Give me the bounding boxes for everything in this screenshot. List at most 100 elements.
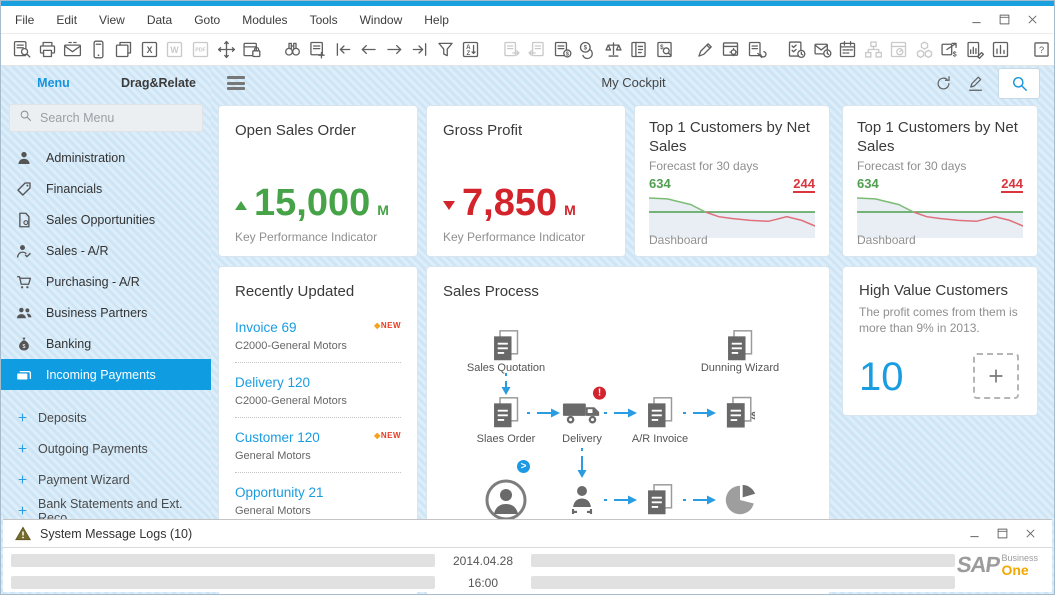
pie-chart-icon[interactable] [724,484,756,516]
sidebar-subitem-outgoing-payments[interactable]: Outgoing Payments [1,433,211,464]
lock-screen-icon[interactable] [239,37,265,63]
close-button[interactable] [1022,526,1038,542]
search-input[interactable] [40,111,180,125]
copy-icon[interactable] [111,37,137,63]
next-record-icon[interactable] [381,37,407,63]
menu-window[interactable]: Window [359,12,403,27]
sidebar-subitem-deposits[interactable]: Deposits [1,402,211,433]
last-record-icon[interactable] [407,37,433,63]
document-link[interactable]: Delivery 120 [235,375,311,390]
report-designer-icon[interactable] [963,37,989,63]
expand-plus-icon[interactable] [17,443,28,454]
sidebar-item-incoming-payments[interactable]: Incoming Payments [1,359,211,390]
account-lookup-icon[interactable]: $ [652,37,678,63]
menu-data[interactable]: Data [146,12,173,27]
filter-icon[interactable] [433,37,459,63]
form-settings-icon[interactable] [718,37,744,63]
menu-edit[interactable]: Edit [56,12,78,27]
menu-help[interactable]: Help [424,12,449,27]
pan-icon[interactable] [213,37,239,63]
edit-mode-icon[interactable] [692,37,718,63]
minimize-button[interactable] [968,12,984,28]
kpi-value: 15,000 [254,181,371,224]
arrow-right-icon[interactable] [526,406,562,420]
customer-icon[interactable]: > [484,458,532,522]
document-link[interactable]: Invoice 69 [235,320,297,335]
menu-modules[interactable]: Modules [242,12,288,27]
charts-icon[interactable] [988,37,1014,63]
alerts-icon[interactable] [809,37,835,63]
search-button[interactable] [998,68,1040,99]
send-email-icon[interactable] [60,37,86,63]
delivery-truck-icon[interactable]: ! [562,384,608,426]
arrow-down-icon[interactable] [575,447,589,479]
calendar-icon[interactable] [835,37,861,63]
print-icon[interactable] [35,37,61,63]
sidebar-item-administration[interactable]: Administration [1,142,211,173]
tab-drag-relate[interactable]: Drag&Relate [120,76,197,90]
sidebar-item-sales-a-r[interactable]: Sales - A/R [1,235,211,266]
svg-text:$: $ [660,44,664,51]
sidebar-item-label: Banking [46,336,92,351]
card-open-sales-order: Open Sales Order 15,000 M Key Performanc… [218,105,418,257]
minimize-button[interactable] [966,526,982,542]
refresh-icon[interactable] [934,74,953,93]
approval-status-icon[interactable] [784,37,810,63]
sidebar-item-purchasing-a-r[interactable]: Purchasing - A/R [1,266,211,297]
maximize-button[interactable] [996,12,1012,28]
volume-weight-icon[interactable] [601,37,627,63]
ar-invoice-icon[interactable] [646,397,674,429]
close-button[interactable] [1024,12,1040,28]
menu-tools[interactable]: Tools [309,12,338,27]
incoming-payment-doc-icon[interactable]: $ [725,396,755,431]
arrow-right-icon[interactable] [682,406,718,420]
sales-employee-icon[interactable] [569,485,595,515]
menu-view[interactable]: View [99,12,125,27]
transfer-icon[interactable]: $ [937,37,963,63]
document-link[interactable]: Customer 120 [235,430,320,445]
edit-pencil-icon[interactable] [966,74,985,93]
document-link[interactable]: Opportunity 21 [235,485,324,500]
previous-record-icon[interactable] [356,37,382,63]
arrow-right-icon[interactable] [603,493,639,507]
find-icon[interactable] [279,37,305,63]
gross-profit-icon[interactable]: $ [575,37,601,63]
maximize-button[interactable] [994,526,1010,542]
sidebar-search[interactable] [9,104,203,132]
arrow-right-icon[interactable] [682,493,718,507]
sidebar-item-sales-opportunities[interactable]: Sales Opportunities [1,204,211,235]
menu-file[interactable]: File [15,12,35,27]
expand-plus-icon[interactable] [17,474,28,485]
arrow-down-icon[interactable] [499,372,513,396]
cockpit-header: My Cockpit [211,66,1054,101]
customization-tools-icon[interactable] [743,37,769,63]
sales-order-icon[interactable] [492,397,520,429]
sidebar-item-banking[interactable]: $ Banking [1,328,211,359]
card-description: The profit comes from them is more than … [859,305,1018,336]
warning-icon [15,526,31,541]
menu-goto[interactable]: Goto [194,12,221,27]
help-icon[interactable]: ? [1029,37,1054,63]
dunning-wizard-icon[interactable] [726,330,754,362]
high-value-count: 10 [859,355,904,399]
hamburger-menu-icon[interactable] [227,76,245,90]
first-record-icon[interactable] [330,37,356,63]
sidebar-item-financials[interactable]: Financials [1,173,211,204]
export-excel-icon[interactable]: X [137,37,163,63]
sidebar-item-business-partners[interactable]: Business Partners [1,297,211,328]
sales-quotation-icon[interactable] [492,330,520,362]
arrow-right-icon[interactable] [603,406,639,420]
add-widget-button[interactable] [973,353,1019,399]
expand-plus-icon[interactable] [17,505,28,516]
payment-means-icon[interactable]: $ [550,37,576,63]
sidebar-item-label: Administration [46,150,126,165]
print-preview-icon[interactable] [9,37,35,63]
document-icon[interactable] [646,484,674,516]
add-icon[interactable] [305,37,331,63]
sidebar-subitem-payment-wizard[interactable]: Payment Wizard [1,464,211,495]
journal-entry-icon[interactable] [626,37,652,63]
tab-menu[interactable]: Menu [37,76,70,90]
expand-plus-icon[interactable] [17,412,28,423]
send-sms-icon[interactable] [86,37,112,63]
